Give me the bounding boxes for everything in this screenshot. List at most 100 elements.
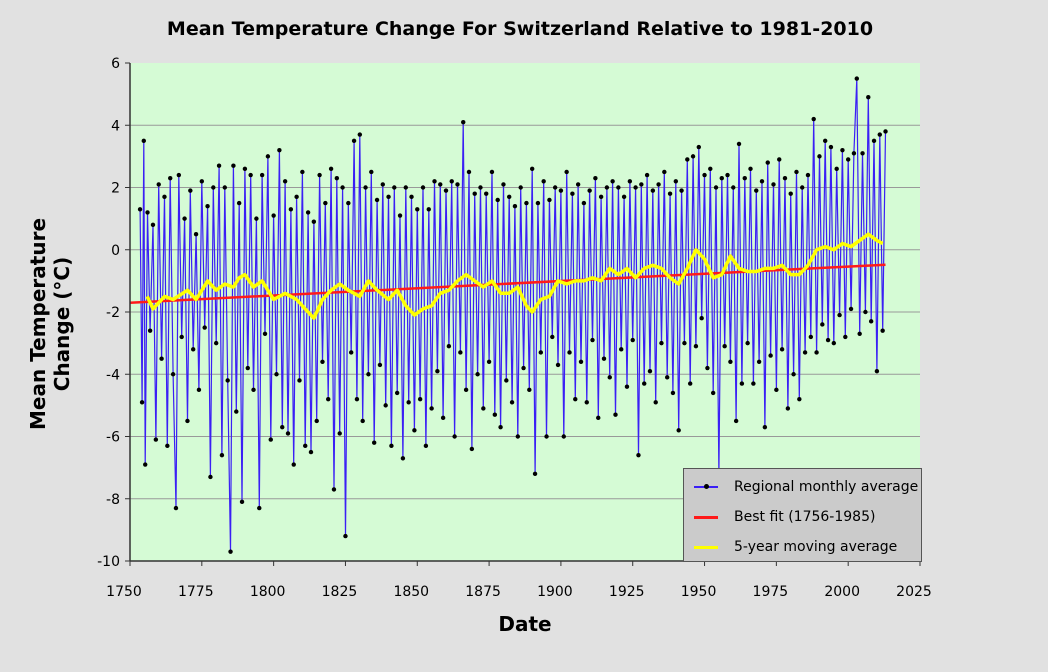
data-point [294,194,299,200]
data-point [415,207,420,212]
data-point [420,185,426,190]
data-point [300,169,305,175]
data-point [874,368,880,374]
data-point [817,154,822,159]
data-point [334,175,340,181]
data-point [802,350,808,355]
data-point [690,154,696,159]
data-point [219,452,225,458]
data-point [765,160,770,165]
data-point [518,185,523,190]
data-point [323,200,328,206]
data-point [742,175,747,181]
legend: Regional monthly average Best fit (1756-… [683,468,922,562]
data-point [426,207,431,212]
legend-swatch-monthly [694,484,718,489]
y-tick-label: 0 [111,243,120,259]
data-point [211,185,216,190]
data-point [254,216,259,221]
data-point [162,194,167,200]
x-tick-label: 2025 [896,584,932,600]
data-point [739,381,745,386]
data-point [834,166,839,172]
data-point [699,316,704,321]
data-point [432,179,437,184]
data-point [854,76,859,81]
data-point [857,331,862,336]
data-point [710,390,716,396]
data-point [340,185,345,190]
data-point [328,166,334,172]
data-point [326,396,331,402]
data-point [538,350,543,355]
data-point [820,322,825,327]
data-point [627,179,633,184]
data-point [616,185,621,190]
data-point [788,191,793,196]
data-point [216,163,222,168]
data-point [185,418,190,424]
data-point [236,200,242,206]
data-point [429,406,434,411]
data-point [449,179,454,184]
data-point [271,213,276,218]
y-tick-label: 4 [111,118,120,134]
legend-label: 5-year moving average [734,539,898,555]
data-point [570,191,575,196]
data-point [394,390,400,396]
y-tick-label: -4 [106,367,120,383]
data-point [529,166,535,172]
data-point [613,412,618,417]
data-point [320,359,325,364]
data-point [159,356,164,361]
data-point [667,191,673,196]
data-point [555,362,561,368]
data-point [308,449,314,455]
data-point [581,200,587,206]
data-point [866,95,871,100]
data-point [524,200,529,206]
data-point [851,151,857,156]
data-point [412,428,417,433]
data-point [143,462,148,467]
data-point [288,207,294,212]
data-point [731,185,736,190]
data-point [843,334,848,340]
data-point [173,505,179,511]
data-point [257,505,262,511]
data-point [438,182,443,187]
data-point [733,418,739,424]
x-tick-label: 1975 [753,584,789,600]
data-point [443,188,449,193]
data-point [782,175,788,181]
data-point [644,172,650,178]
data-point [461,119,466,125]
data-point [630,337,635,343]
data-point [145,210,150,215]
data-point [673,179,679,184]
data-point [446,344,452,349]
data-point [512,203,518,209]
data-point [845,157,851,162]
data-point [182,216,187,221]
data-point [193,231,199,237]
data-point [561,434,566,439]
data-point [486,359,492,364]
data-point [331,487,337,492]
data-point [558,188,564,193]
data-point [728,359,733,364]
x-tick-label: 1925 [609,584,645,600]
data-point [481,406,486,411]
data-point [515,434,521,439]
legend-item-moving-average: 5-year moving average [694,537,897,557]
data-point [406,400,411,405]
data-point [417,396,423,402]
data-point [455,182,460,187]
data-point [682,340,687,346]
data-point [670,390,676,396]
data-point [314,418,319,424]
data-point [779,347,785,352]
data-point [397,213,403,218]
data-point [409,194,414,200]
data-point [584,400,589,405]
